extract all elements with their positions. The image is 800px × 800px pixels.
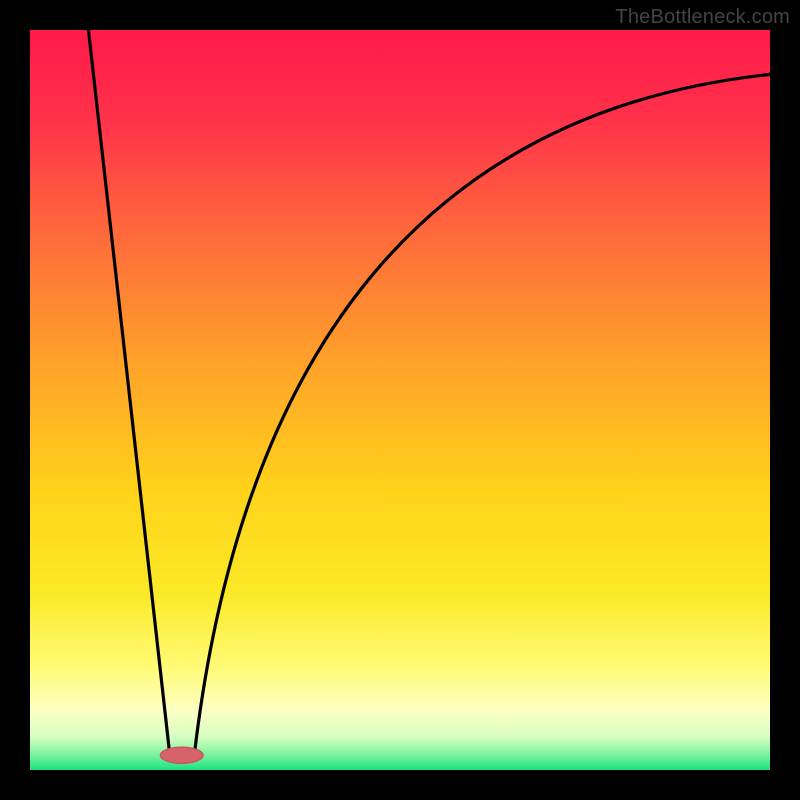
gradient-background: [30, 30, 770, 770]
optimal-marker: [160, 747, 203, 763]
chart-container: TheBottleneck.com: [0, 0, 800, 800]
bottleneck-chart: [0, 0, 800, 800]
watermark-text: TheBottleneck.com: [615, 6, 790, 29]
